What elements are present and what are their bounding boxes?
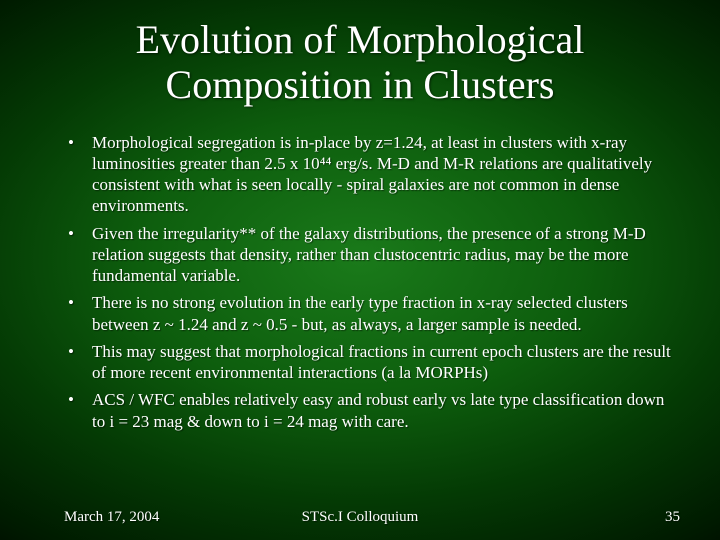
bullet-item: • This may suggest that morphological fr… <box>64 341 676 384</box>
bullet-item: • There is no strong evolution in the ea… <box>64 292 676 335</box>
bullet-dot-icon: • <box>64 292 92 313</box>
title-line-1: Evolution of Morphological <box>136 17 585 62</box>
bullet-item: • Morphological segregation is in-place … <box>64 132 676 217</box>
bullet-item: • Given the irregularity** of the galaxy… <box>64 223 676 287</box>
footer-date: March 17, 2004 <box>64 509 159 526</box>
bullet-dot-icon: • <box>64 341 92 362</box>
title-line-2: Composition in Clusters <box>166 62 555 107</box>
bullet-dot-icon: • <box>64 132 92 153</box>
bullet-text: This may suggest that morphological frac… <box>92 341 676 384</box>
bullet-text: Given the irregularity** of the galaxy d… <box>92 223 676 287</box>
bullet-list: • Morphological segregation is in-place … <box>36 132 684 438</box>
bullet-dot-icon: • <box>64 223 92 244</box>
bullet-text: Morphological segregation is in-place by… <box>92 132 676 217</box>
bullet-text: ACS / WFC enables relatively easy and ro… <box>92 389 676 432</box>
slide-title: Evolution of Morphological Composition i… <box>36 18 684 108</box>
slide-footer: March 17, 2004 STSc.I Colloquium 35 <box>0 509 720 526</box>
bullet-text: There is no strong evolution in the earl… <box>92 292 676 335</box>
bullet-item: • ACS / WFC enables relatively easy and … <box>64 389 676 432</box>
bullet-dot-icon: • <box>64 389 92 410</box>
footer-page-number: 35 <box>665 509 680 526</box>
footer-venue: STSc.I Colloquium <box>302 509 419 526</box>
slide: Evolution of Morphological Composition i… <box>0 0 720 540</box>
